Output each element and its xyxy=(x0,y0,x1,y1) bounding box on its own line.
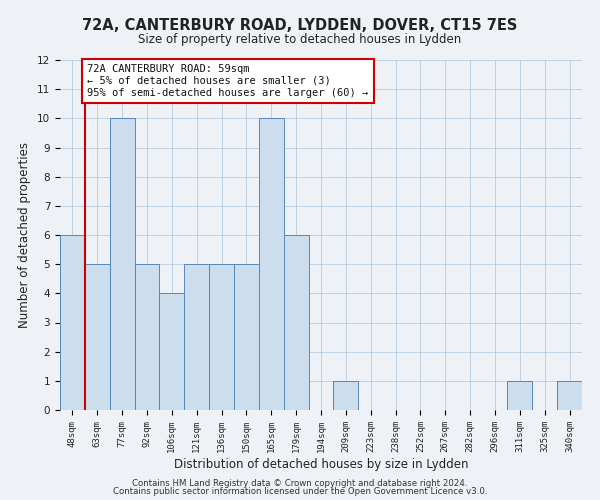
Bar xyxy=(209,264,234,410)
Bar xyxy=(60,235,85,410)
Bar xyxy=(557,381,582,410)
Y-axis label: Number of detached properties: Number of detached properties xyxy=(19,142,31,328)
Bar xyxy=(110,118,134,410)
Text: Contains public sector information licensed under the Open Government Licence v3: Contains public sector information licen… xyxy=(113,487,487,496)
Bar xyxy=(134,264,160,410)
Bar xyxy=(184,264,209,410)
Bar xyxy=(160,294,184,410)
Text: Contains HM Land Registry data © Crown copyright and database right 2024.: Contains HM Land Registry data © Crown c… xyxy=(132,478,468,488)
Bar xyxy=(259,118,284,410)
Bar xyxy=(334,381,358,410)
Text: 72A CANTERBURY ROAD: 59sqm
← 5% of detached houses are smaller (3)
95% of semi-d: 72A CANTERBURY ROAD: 59sqm ← 5% of detac… xyxy=(88,64,368,98)
Bar xyxy=(284,235,308,410)
Text: 72A, CANTERBURY ROAD, LYDDEN, DOVER, CT15 7ES: 72A, CANTERBURY ROAD, LYDDEN, DOVER, CT1… xyxy=(82,18,518,32)
X-axis label: Distribution of detached houses by size in Lydden: Distribution of detached houses by size … xyxy=(174,458,468,470)
Text: Size of property relative to detached houses in Lydden: Size of property relative to detached ho… xyxy=(139,32,461,46)
Bar xyxy=(508,381,532,410)
Bar xyxy=(85,264,110,410)
Bar xyxy=(234,264,259,410)
